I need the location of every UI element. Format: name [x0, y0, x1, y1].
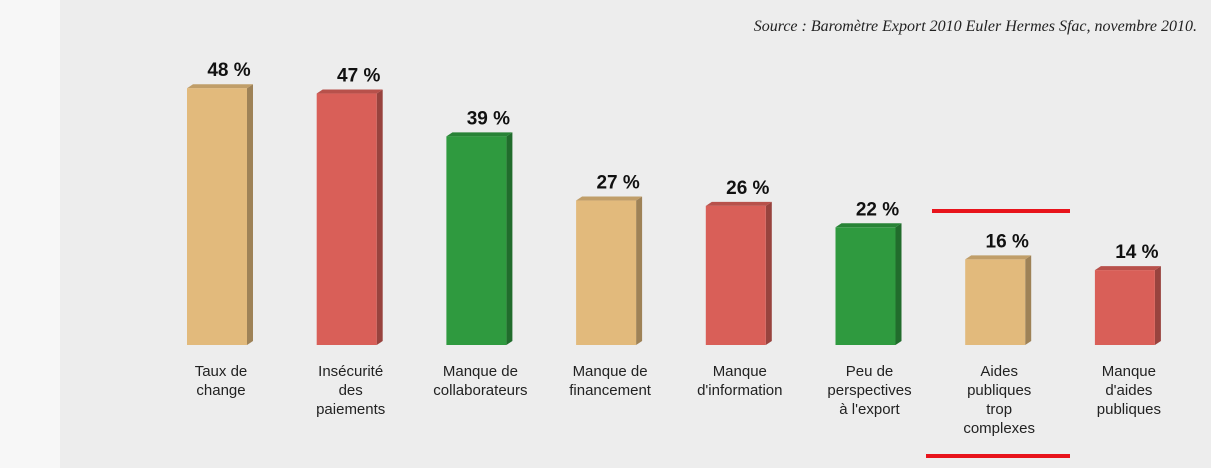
x-tick-label: Manque de financement — [569, 363, 651, 399]
side-strip — [0, 0, 60, 468]
x-tick-label: Peu de perspectives à l'export — [827, 363, 912, 418]
bar-top — [965, 255, 1032, 260]
x-tick-label: Manque d'aides publiques — [1096, 363, 1161, 418]
bar-top — [187, 84, 253, 89]
x-tick-label: Insécurité des paiements — [316, 363, 386, 418]
bar-top — [316, 89, 383, 94]
bar-side — [1025, 255, 1032, 345]
value-label: 26 % — [726, 178, 769, 199]
bar-top — [705, 201, 772, 206]
bar-top — [1094, 266, 1161, 271]
bar — [835, 227, 896, 345]
bar-side — [1154, 266, 1161, 345]
value-label: 16 % — [986, 231, 1029, 252]
bar — [187, 88, 247, 345]
value-label: 48 % — [207, 60, 250, 81]
value-label: 14 % — [1115, 242, 1158, 263]
value-label: 47 % — [337, 66, 380, 87]
bar-side — [247, 84, 253, 345]
bar-top — [446, 132, 513, 137]
bar-side — [895, 223, 902, 345]
bar-side — [765, 201, 772, 345]
bar — [316, 93, 377, 345]
bar — [965, 259, 1026, 345]
x-tick-label: Aides publiques trop complexes — [963, 363, 1036, 437]
bar — [1094, 270, 1155, 345]
bar-top — [835, 223, 902, 228]
x-tick-label: Taux de change — [194, 363, 248, 399]
bar — [446, 136, 507, 345]
value-label: 39 % — [467, 108, 510, 129]
bar-side — [506, 132, 513, 345]
bar — [705, 205, 766, 345]
bar-side — [376, 89, 383, 345]
bar-top — [576, 196, 643, 201]
source: Source : Baromètre Export 2010 Euler Her… — [753, 18, 1197, 35]
value-label: 27 % — [596, 173, 639, 194]
value-label: 22 % — [856, 199, 899, 220]
bar-side — [636, 196, 643, 345]
x-tick-label: Manque de collaborateurs — [433, 363, 528, 399]
bar — [576, 200, 637, 345]
x-tick-label: Manque d'information — [697, 363, 783, 399]
